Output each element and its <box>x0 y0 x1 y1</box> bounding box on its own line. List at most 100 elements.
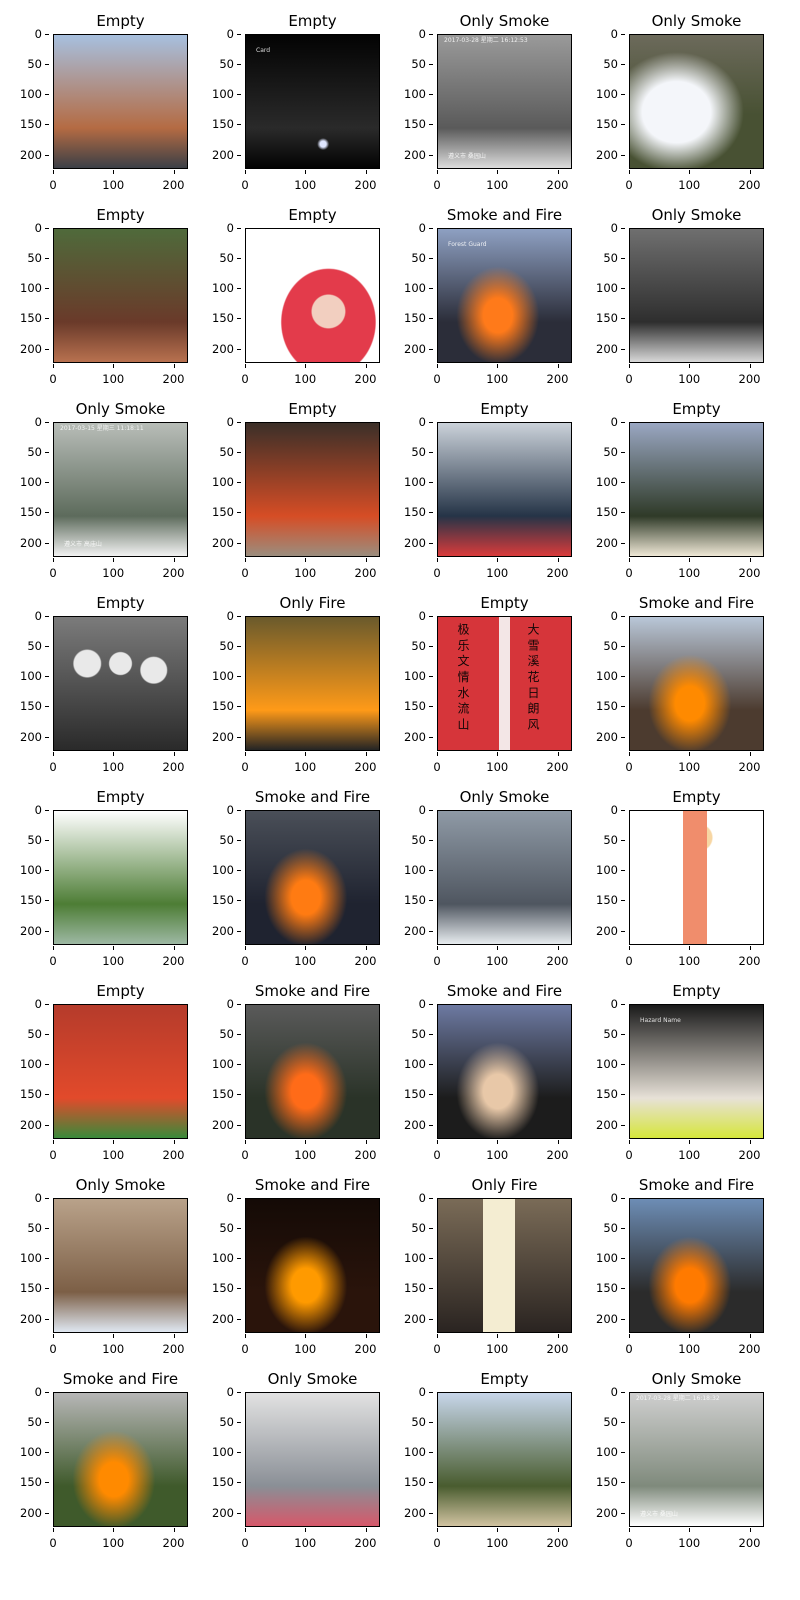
x-tick-label: 100 <box>477 364 517 386</box>
y-tick-label: 150 <box>194 117 241 131</box>
x-tick-label: 0 <box>417 946 457 968</box>
brick-building-image <box>54 35 187 168</box>
x-tick-label: 0 <box>33 558 73 580</box>
candle-image <box>438 1199 571 1332</box>
panel-image: Forest Guard <box>437 228 572 363</box>
x-tick-label: 200 <box>346 1528 386 1550</box>
y-tick-label: 100 <box>578 863 625 877</box>
y-tick-label: 50 <box>2 639 49 653</box>
y-tick-label: 0 <box>2 1385 49 1399</box>
y-tick-label: 0 <box>2 803 49 817</box>
y-tick-label: 50 <box>578 251 625 265</box>
panel-title: Empty <box>672 788 721 806</box>
y-tick-label: 150 <box>578 1281 625 1295</box>
panel-title: Only Smoke <box>75 1176 166 1194</box>
y-tick-label: 0 <box>578 27 625 41</box>
panel-25: Only Smoke 0 50 100 150 200 0 100 200 <box>8 1176 188 1366</box>
y-tick-label: 150 <box>2 1281 49 1295</box>
image-overlay-text: 遵义市 桑园山 <box>640 1511 678 1518</box>
x-tick-label: 0 <box>609 752 649 774</box>
x-tick-label: 100 <box>93 1140 133 1162</box>
y-tick-label: 150 <box>2 117 49 131</box>
panel-image: 极 乐 文 情 水 流 山大 雪 溪 花 日 朗 风 <box>437 616 572 751</box>
y-tick-label: 150 <box>578 1087 625 1101</box>
x-tick-label: 0 <box>225 170 265 192</box>
y-tick-label: 0 <box>386 609 433 623</box>
panel-24: Empty Hazard Name 0 50 100 150 200 0 100 200 <box>584 982 764 1172</box>
tilted-smoke-field-image <box>54 1199 187 1332</box>
y-tick-label: 200 <box>578 342 625 356</box>
panel-image: Hazard Name <box>629 1004 764 1139</box>
y-tick-label: 50 <box>2 57 49 71</box>
y-tick-label: 100 <box>2 87 49 101</box>
x-tick-label: 100 <box>669 1334 709 1356</box>
y-tick-label: 100 <box>194 863 241 877</box>
y-tick-label: 100 <box>2 1445 49 1459</box>
panel-title: Empty <box>672 400 721 418</box>
panel-title: Only Smoke <box>651 1370 742 1388</box>
x-tick-label: 200 <box>346 364 386 386</box>
red-couplet-image <box>438 617 571 750</box>
x-tick-label: 100 <box>477 946 517 968</box>
y-tick-label: 200 <box>578 924 625 938</box>
image-overlay-text: 遵义市 高庙山 <box>64 541 102 548</box>
gray-smoke-cloud-image <box>438 811 571 944</box>
panel-1: Empty 0 50 100 150 200 0 100 200 <box>8 12 188 202</box>
y-tick-label: 200 <box>2 730 49 744</box>
y-tick-label: 0 <box>578 1385 625 1399</box>
y-tick-label: 200 <box>386 1312 433 1326</box>
y-tick-label: 100 <box>386 863 433 877</box>
panel-title: Smoke and Fire <box>254 1176 371 1194</box>
y-tick-label: 150 <box>578 311 625 325</box>
panel-12: Empty 0 50 100 150 200 0 100 200 <box>584 400 764 590</box>
y-tick-label: 150 <box>386 893 433 907</box>
x-tick-label: 0 <box>225 752 265 774</box>
y-tick-label: 50 <box>578 1415 625 1429</box>
x-tick-label: 100 <box>93 364 133 386</box>
y-tick-label: 200 <box>578 1506 625 1520</box>
panel-image <box>245 1004 380 1139</box>
x-tick-label: 100 <box>93 946 133 968</box>
y-tick-label: 100 <box>386 1445 433 1459</box>
image-overlay-text: Forest Guard <box>448 241 487 248</box>
hillside-fire-image <box>630 1199 763 1332</box>
x-tick-label: 100 <box>93 1528 133 1550</box>
y-tick-label: 100 <box>194 475 241 489</box>
panel-image <box>629 228 764 363</box>
x-tick-label: 0 <box>417 364 457 386</box>
y-tick-label: 50 <box>386 1221 433 1235</box>
x-tick-label: 200 <box>154 946 194 968</box>
y-tick-label: 150 <box>386 505 433 519</box>
panel-title: Smoke and Fire <box>446 206 563 224</box>
panel-22: Smoke and Fire 0 50 100 150 200 0 100 200 <box>200 982 380 1172</box>
panel-title: Only Smoke <box>651 12 742 30</box>
field-fire-image <box>54 1393 187 1526</box>
y-tick-label: 50 <box>194 833 241 847</box>
y-tick-label: 150 <box>386 1087 433 1101</box>
y-tick-label: 200 <box>194 1118 241 1132</box>
y-tick-label: 200 <box>386 1118 433 1132</box>
x-tick-label: 100 <box>285 1528 325 1550</box>
valley-fire-image <box>438 229 571 362</box>
y-tick-label: 50 <box>194 57 241 71</box>
y-tick-label: 50 <box>386 1027 433 1041</box>
misty-valley-image <box>630 1393 763 1526</box>
building-smoke-image <box>246 1393 379 1526</box>
y-tick-label: 200 <box>194 730 241 744</box>
x-tick-label: 0 <box>417 170 457 192</box>
panel-image <box>53 1392 188 1527</box>
panel-13: Empty 0 50 100 150 200 0 100 200 <box>8 594 188 784</box>
x-tick-label: 200 <box>538 364 578 386</box>
x-tick-label: 0 <box>225 364 265 386</box>
x-tick-label: 100 <box>93 170 133 192</box>
x-tick-label: 200 <box>730 1528 770 1550</box>
y-tick-label: 50 <box>194 1415 241 1429</box>
y-tick-label: 100 <box>386 475 433 489</box>
panel-19: Only Smoke 0 50 100 150 200 0 100 200 <box>392 788 572 978</box>
panel-image <box>437 1004 572 1139</box>
y-tick-label: 100 <box>194 87 241 101</box>
y-tick-label: 150 <box>578 1475 625 1489</box>
x-tick-label: 0 <box>417 752 457 774</box>
panel-7: Smoke and Fire Forest Guard 0 50 100 150 200 0 1… <box>392 206 572 396</box>
y-tick-label: 150 <box>386 1475 433 1489</box>
